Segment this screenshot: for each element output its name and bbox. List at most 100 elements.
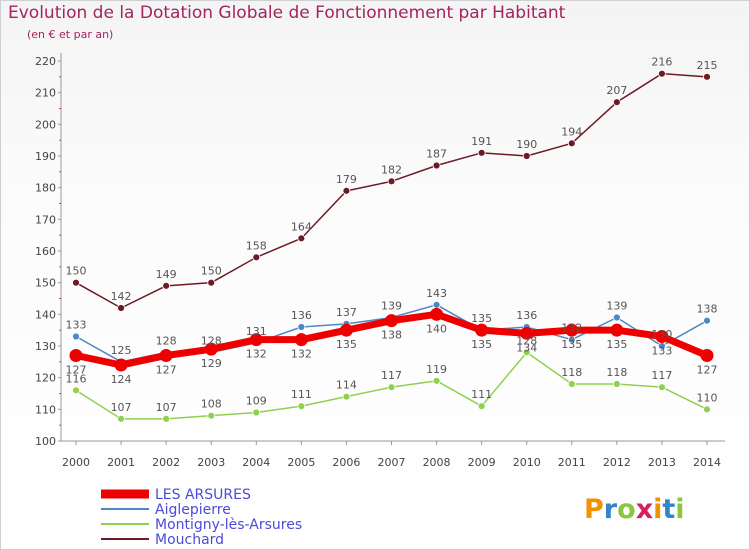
data-point: [207, 278, 216, 287]
y-tick-label: 100: [35, 435, 56, 448]
data-label: 108: [201, 398, 222, 411]
data-point: [204, 342, 218, 356]
data-point: [117, 304, 125, 312]
x-tick-label: 2009: [468, 456, 496, 469]
x-tick-label: 2006: [332, 456, 360, 469]
data-label: 118: [606, 366, 627, 379]
x-tick-label: 2010: [513, 456, 541, 469]
data-label: 158: [246, 239, 267, 252]
data-label: 114: [336, 379, 357, 392]
chart-subtitle: (en € et par an): [27, 28, 114, 41]
x-tick-label: 2004: [242, 456, 270, 469]
data-point: [610, 323, 624, 337]
data-point: [475, 323, 489, 337]
data-label: 135: [336, 338, 357, 351]
data-point: [207, 411, 216, 420]
data-label: 134: [516, 341, 537, 354]
data-label: 117: [381, 369, 402, 382]
data-point: [655, 330, 669, 343]
data-label: 190: [516, 138, 537, 151]
data-label: 132: [291, 348, 312, 361]
data-point: [432, 376, 441, 385]
data-point: [385, 314, 398, 328]
data-point: [703, 405, 711, 414]
data-point: [72, 278, 80, 287]
data-label: 131: [246, 325, 267, 338]
data-point: [69, 349, 83, 362]
data-point: [297, 402, 306, 411]
data-label: 132: [561, 322, 582, 335]
data-point: [387, 177, 396, 186]
data-point: [117, 414, 125, 423]
proxiti-logo: Proxiti: [584, 494, 685, 525]
legend-label: Mouchard: [155, 532, 224, 548]
data-label: 149: [156, 268, 177, 281]
legend-label: LES ARSURES: [155, 487, 251, 503]
data-label: 127: [66, 364, 87, 377]
data-label: 142: [111, 290, 132, 303]
data-label: 133: [651, 345, 672, 358]
data-label: 179: [336, 173, 357, 186]
data-point: [249, 333, 263, 347]
data-point: [342, 186, 351, 195]
data-label: 150: [201, 265, 222, 278]
data-point: [567, 139, 576, 148]
data-label: 133: [66, 319, 87, 332]
data-label: 150: [66, 265, 87, 278]
data-label: 128: [156, 334, 177, 347]
data-label: 107: [156, 401, 177, 414]
data-point: [72, 332, 80, 341]
data-label: 139: [381, 300, 402, 313]
data-point: [159, 349, 173, 362]
data-label: 127: [697, 364, 718, 377]
data-label: 194: [561, 125, 582, 138]
data-point: [612, 380, 621, 388]
x-tick-label: 2001: [107, 456, 135, 469]
chart-title: Evolution de la Dotation Globale de Fonc…: [8, 3, 566, 23]
y-tick-label: 150: [35, 277, 56, 290]
y-tick-label: 210: [35, 87, 56, 100]
y-tick-label: 160: [35, 245, 56, 258]
data-label: 136: [291, 309, 312, 322]
data-label: 119: [426, 363, 447, 376]
data-point: [114, 358, 128, 372]
data-label: 109: [246, 395, 267, 408]
y-tick-label: 110: [35, 403, 56, 416]
data-label: 129: [201, 357, 222, 370]
data-label: 135: [471, 312, 492, 325]
data-point: [477, 148, 486, 157]
y-tick-label: 170: [35, 213, 56, 226]
data-label: 164: [291, 220, 312, 233]
legend: LES ARSURESAiglepierreMontigny-lès-Arsur…: [101, 487, 302, 548]
data-point: [703, 72, 711, 81]
data-label: 207: [606, 84, 627, 97]
data-label: 128: [516, 334, 537, 347]
y-tick-label: 220: [35, 55, 56, 68]
data-point: [700, 349, 714, 362]
data-label: 138: [697, 303, 718, 316]
data-label: 130: [651, 328, 672, 341]
data-labels: 127 124 127 129 132 132 135 138 140 135 134 135 135 1…: [66, 56, 718, 414]
data-label: 125: [111, 344, 132, 357]
data-label: 118: [561, 366, 582, 379]
data-point: [658, 69, 666, 78]
y-tick-label: 200: [35, 118, 56, 131]
y-tick-label: 120: [35, 372, 56, 385]
data-point: [432, 300, 441, 309]
data-point: [72, 386, 80, 395]
data-label: 191: [471, 135, 492, 148]
data-label: 215: [697, 59, 718, 72]
data-label: 137: [336, 306, 357, 319]
data-point: [162, 414, 171, 423]
x-tick-label: 2005: [287, 456, 315, 469]
y-tick-label: 140: [35, 308, 56, 321]
data-label: 143: [426, 287, 447, 300]
data-label: 111: [291, 388, 312, 401]
y-tick-label: 190: [35, 150, 56, 163]
data-label: 107: [111, 401, 132, 414]
data-label: 135: [471, 338, 492, 351]
data-point: [567, 380, 576, 388]
data-point: [297, 323, 306, 331]
data-label: 116: [66, 372, 87, 385]
